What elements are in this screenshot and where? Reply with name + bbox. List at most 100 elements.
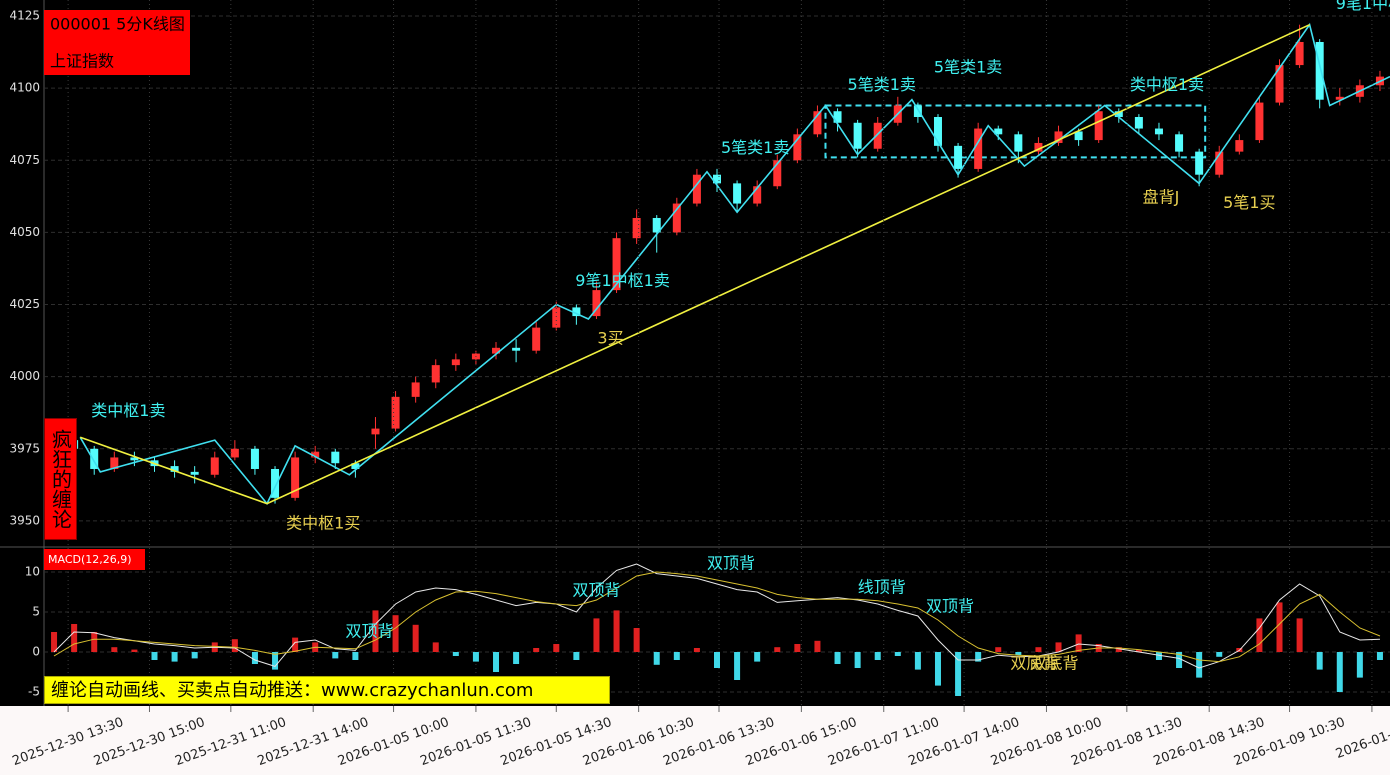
annotation: 类中枢1卖 bbox=[91, 401, 165, 420]
y-tick-label: 5 bbox=[32, 605, 40, 619]
macd-bar bbox=[352, 652, 359, 660]
y-tick-label: 10 bbox=[25, 565, 40, 579]
title-box bbox=[44, 10, 190, 75]
candle-body bbox=[954, 145, 963, 169]
macd-bar bbox=[1276, 602, 1283, 652]
candle-body bbox=[230, 448, 239, 458]
line bbox=[53, 563, 1381, 669]
annotation: 9笔1中枢 bbox=[1336, 0, 1390, 13]
macd-bar bbox=[1115, 647, 1122, 652]
macd-bar bbox=[934, 652, 941, 686]
macd-bar bbox=[673, 652, 680, 660]
macd-bar bbox=[854, 652, 861, 668]
y-tick-label: 4125 bbox=[9, 9, 40, 23]
annotation: 类中枢1买 bbox=[286, 513, 360, 532]
candle-body bbox=[130, 457, 139, 461]
candle-body bbox=[532, 327, 541, 351]
annotation: 双底背 bbox=[1010, 654, 1058, 673]
candle-body bbox=[873, 122, 882, 149]
macd-bar bbox=[412, 624, 419, 652]
macd-bar bbox=[533, 648, 540, 652]
candle-body bbox=[1315, 41, 1324, 100]
macd-bar bbox=[332, 652, 339, 659]
candle-body bbox=[1154, 128, 1163, 135]
annotation: 双底背 bbox=[1030, 654, 1078, 673]
annotation: 5笔类1卖 bbox=[934, 57, 1002, 76]
macd-bar bbox=[975, 652, 982, 662]
candle-body bbox=[90, 448, 99, 469]
candle-body bbox=[572, 307, 581, 317]
candle-body bbox=[632, 217, 641, 239]
annotation: 5笔1买 bbox=[1223, 193, 1275, 212]
macd-bar bbox=[372, 610, 379, 652]
macd-bar bbox=[834, 652, 841, 664]
candle-body bbox=[411, 382, 420, 397]
macd-bar bbox=[493, 652, 500, 672]
candle-body bbox=[753, 186, 762, 204]
candle-body bbox=[311, 451, 320, 458]
macd-bar bbox=[894, 652, 901, 656]
macd-bar bbox=[91, 632, 98, 652]
macd-bar bbox=[1135, 649, 1142, 652]
macd-bar bbox=[774, 647, 781, 652]
annotation: 双顶背 bbox=[926, 597, 974, 616]
candle-body bbox=[1094, 111, 1103, 141]
macd-bar bbox=[1216, 652, 1223, 657]
candle-body bbox=[552, 307, 561, 328]
macd-bar bbox=[914, 652, 921, 670]
macd-bar bbox=[452, 652, 459, 656]
side-label: 疯狂的缠论 bbox=[44, 418, 77, 540]
macd-bar bbox=[1176, 652, 1183, 668]
macd-bar bbox=[292, 637, 299, 652]
macd-bar bbox=[995, 647, 1002, 652]
candle-body bbox=[1335, 96, 1344, 100]
y-tick-label: 4075 bbox=[9, 153, 40, 167]
plot-background bbox=[0, 0, 1390, 706]
candle-body bbox=[974, 128, 983, 169]
macd-bar bbox=[633, 628, 640, 652]
macd-bar bbox=[51, 632, 58, 652]
candle-body bbox=[492, 347, 501, 354]
y-tick-label: -5 bbox=[28, 685, 40, 699]
macd-bar bbox=[794, 644, 801, 652]
candle-body bbox=[1114, 111, 1123, 118]
macd-title: MACD(12,26,9) bbox=[48, 553, 132, 566]
macd-bar bbox=[653, 652, 660, 665]
macd-bar bbox=[553, 644, 560, 652]
candle-body bbox=[210, 457, 219, 475]
macd-bar bbox=[1155, 652, 1162, 660]
candle-body bbox=[813, 111, 822, 135]
annotation: 类中枢1卖 bbox=[1130, 75, 1204, 94]
candle-body bbox=[1014, 134, 1023, 152]
candle-body bbox=[1175, 134, 1184, 152]
y-tick-label: 3950 bbox=[9, 513, 40, 527]
candle-body bbox=[713, 174, 721, 184]
macd-bar bbox=[754, 652, 761, 662]
candle-body bbox=[431, 365, 440, 383]
macd-bar bbox=[593, 618, 600, 652]
macd-bar bbox=[71, 624, 78, 652]
macd-bar bbox=[432, 642, 439, 652]
annotation: 双顶背 bbox=[572, 581, 620, 600]
macd-bar bbox=[1015, 652, 1022, 656]
annotation: 5笔类1卖 bbox=[721, 138, 789, 157]
macd-title-box bbox=[44, 549, 145, 570]
candle-body bbox=[271, 468, 280, 498]
candle-body bbox=[1195, 151, 1204, 175]
macd-bar bbox=[1376, 652, 1383, 660]
candle-body bbox=[833, 111, 842, 123]
macd-bar bbox=[231, 639, 238, 652]
banner: 缠论自动画线、买卖点自动推送：www.crazychanlun.com bbox=[44, 676, 610, 704]
macd-bar bbox=[392, 615, 399, 652]
candle-body bbox=[250, 448, 259, 469]
macd-bar bbox=[191, 652, 198, 659]
candle-body bbox=[592, 290, 601, 317]
candle-body bbox=[1215, 151, 1224, 175]
candle-body bbox=[291, 457, 300, 498]
candle-body bbox=[692, 174, 701, 204]
candle-body bbox=[1074, 131, 1083, 141]
annotation: 线顶背 bbox=[858, 578, 906, 597]
y-tick-label: 4050 bbox=[9, 225, 40, 239]
